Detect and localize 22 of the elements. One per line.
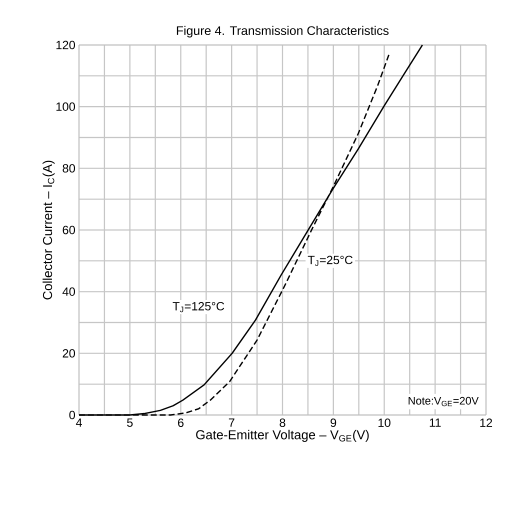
x-tick-label: 4 [76, 418, 82, 427]
y-tick-label: 60 [62, 226, 76, 234]
x-tick-label: 11 [430, 418, 441, 427]
x-tick-label: 12 [480, 418, 492, 427]
series-label: T$_{J}$=25°C [308, 256, 353, 266]
chart-title: Figure 4. Transmission Characteristics [176, 26, 389, 38]
y-tick-label: 0 [69, 410, 76, 420]
y-tick-label: 40 [62, 287, 76, 296]
x-axis-title: Gate-Emitter Voltage – V$_{GE}$(V) [196, 430, 369, 442]
x-tick-label: 5 [127, 418, 133, 427]
y-tick-label: 120 [56, 40, 76, 50]
y-tick-label: 80 [62, 164, 76, 173]
y-tick-label: 20 [62, 349, 76, 358]
x-tick-label: 9 [330, 418, 336, 427]
x-tick-label: 7 [228, 418, 234, 427]
x-tick-label: 6 [178, 418, 184, 427]
y-tick-label: 100 [56, 102, 76, 111]
x-tick-label: 8 [280, 418, 286, 427]
annotation: Note:V$_{GE}$=20V [408, 396, 479, 406]
y-axis-title: Collector Current – I$_{C}$(A) [42, 160, 55, 300]
x-tick-label: 10 [378, 418, 390, 427]
text: T$_{J}$=125°C [172, 302, 224, 312]
